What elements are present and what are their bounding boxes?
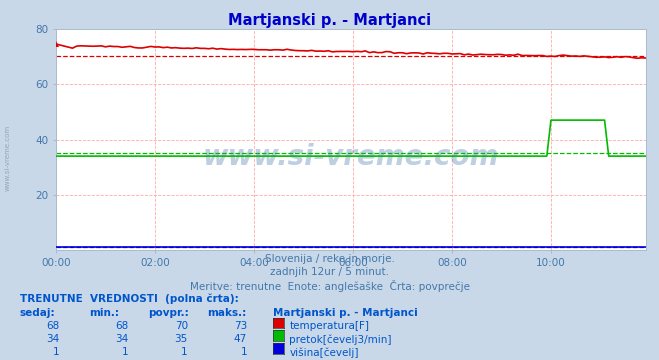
Text: www.si-vreme.com: www.si-vreme.com xyxy=(203,143,499,171)
Text: sedaj:: sedaj: xyxy=(20,308,55,318)
Text: Martjanski p. - Martjanci: Martjanski p. - Martjanci xyxy=(273,308,418,318)
Text: Meritve: trenutne  Enote: anglešaške  Črta: povprečje: Meritve: trenutne Enote: anglešaške Črta… xyxy=(190,280,469,292)
Text: 47: 47 xyxy=(234,334,247,344)
Text: 1: 1 xyxy=(181,347,188,357)
Text: 68: 68 xyxy=(46,321,59,331)
Text: 34: 34 xyxy=(115,334,129,344)
Text: 1: 1 xyxy=(53,347,59,357)
Text: 35: 35 xyxy=(175,334,188,344)
Text: povpr.:: povpr.: xyxy=(148,308,189,318)
Text: TRENUTNE  VREDNOSTI  (polna črta):: TRENUTNE VREDNOSTI (polna črta): xyxy=(20,293,239,304)
Text: maks.:: maks.: xyxy=(208,308,247,318)
Text: www.si-vreme.com: www.si-vreme.com xyxy=(5,125,11,192)
Text: Slovenija / reke in morje.: Slovenija / reke in morje. xyxy=(264,254,395,264)
Text: min.:: min.: xyxy=(89,308,119,318)
Text: 73: 73 xyxy=(234,321,247,331)
Text: 70: 70 xyxy=(175,321,188,331)
Text: 34: 34 xyxy=(46,334,59,344)
Text: 68: 68 xyxy=(115,321,129,331)
Text: zadnjih 12ur / 5 minut.: zadnjih 12ur / 5 minut. xyxy=(270,267,389,277)
Text: 1: 1 xyxy=(122,347,129,357)
Text: temperatura[F]: temperatura[F] xyxy=(289,321,369,331)
Text: pretok[čevelj3/min]: pretok[čevelj3/min] xyxy=(289,334,392,345)
Text: Martjanski p. - Martjanci: Martjanski p. - Martjanci xyxy=(228,13,431,28)
Text: 1: 1 xyxy=(241,347,247,357)
Text: višina[čevelj]: višina[čevelj] xyxy=(289,347,358,357)
